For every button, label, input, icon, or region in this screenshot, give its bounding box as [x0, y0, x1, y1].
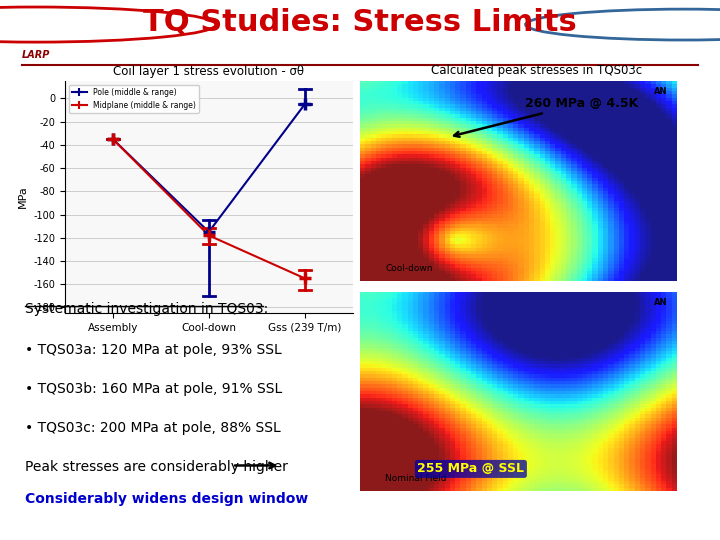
Text: • TQS03b: 160 MPa at pole, 91% SSL: • TQS03b: 160 MPa at pole, 91% SSL [24, 382, 282, 396]
Text: Calculated peak stresses in TQS03c: Calculated peak stresses in TQS03c [431, 64, 642, 77]
Text: Nominal Field: Nominal Field [385, 475, 447, 483]
Text: Peak stresses are considerably higher: Peak stresses are considerably higher [24, 460, 288, 474]
Title: Coil layer 1 stress evolution - σθ: Coil layer 1 stress evolution - σθ [113, 65, 305, 78]
Text: • TQS03c: 200 MPa at pole, 88% SSL: • TQS03c: 200 MPa at pole, 88% SSL [24, 421, 281, 435]
Text: LHC Performance Workshop 2012: LHC Performance Workshop 2012 [22, 522, 185, 531]
Text: 260 MPa @ 4.5K: 260 MPa @ 4.5K [454, 97, 638, 137]
Text: Cool-down: Cool-down [385, 264, 433, 273]
Text: • TQS03a: 120 MPa at pole, 93% SSL: • TQS03a: 120 MPa at pole, 93% SSL [24, 343, 282, 357]
Text: AN: AN [654, 298, 667, 307]
Text: Systematic investigation in TQS03:: Systematic investigation in TQS03: [24, 302, 268, 316]
Text: AN: AN [654, 87, 667, 96]
Legend: Pole (middle & range), Midplane (middle & range): Pole (middle & range), Midplane (middle … [68, 85, 199, 113]
Text: Nb₃Sn IR Magnets – G. Sabbi: Nb₃Sn IR Magnets – G. Sabbi [290, 522, 430, 531]
Text: 255 MPa @ SSL: 255 MPa @ SSL [418, 462, 524, 475]
Y-axis label: MPa: MPa [17, 186, 27, 208]
Text: Considerably widens design window: Considerably widens design window [24, 492, 308, 507]
Text: LARP: LARP [22, 50, 50, 60]
Text: TQ Studies: Stress Limits: TQ Studies: Stress Limits [143, 8, 577, 37]
Text: 10: 10 [686, 522, 698, 531]
